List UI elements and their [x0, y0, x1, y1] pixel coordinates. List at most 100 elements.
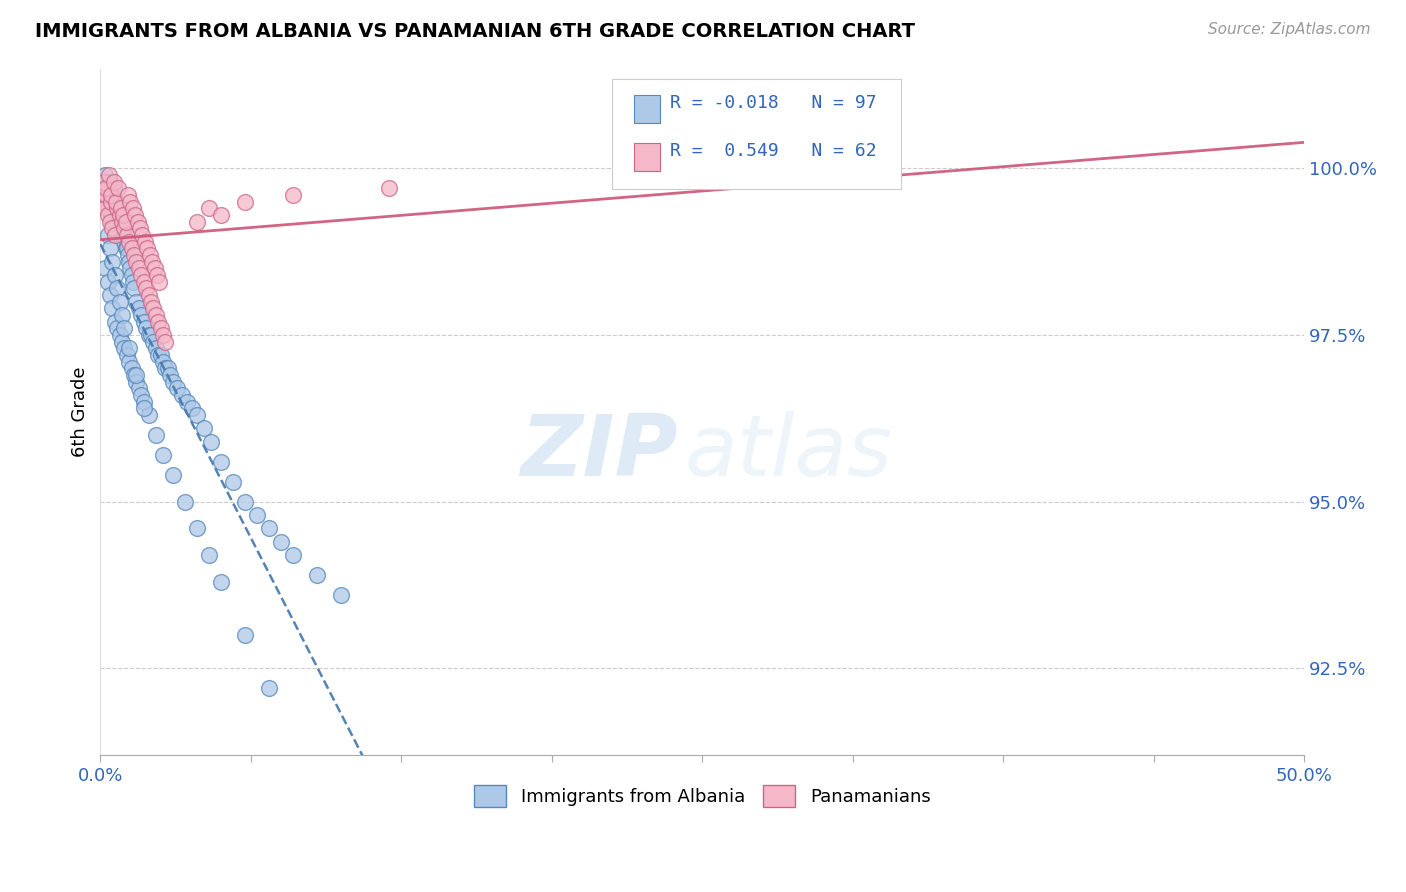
- Point: [330, 588, 353, 602]
- Point: [105, 321, 128, 335]
- Point: [115, 242, 138, 256]
- Text: atlas: atlas: [685, 411, 893, 494]
- Point: [101, 254, 124, 268]
- Point: [101, 221, 124, 235]
- Point: [132, 315, 155, 329]
- Point: [96, 188, 118, 202]
- Point: [305, 568, 328, 582]
- Text: ZIP: ZIP: [520, 411, 678, 494]
- Legend: Immigrants from Albania, Panamanians: Immigrants from Albania, Panamanians: [467, 778, 938, 814]
- Point: [129, 268, 152, 282]
- Point: [257, 681, 280, 696]
- Point: [117, 188, 139, 202]
- Point: [132, 275, 155, 289]
- Point: [94, 202, 117, 216]
- Point: [257, 521, 280, 535]
- Point: [112, 321, 135, 335]
- Point: [101, 215, 124, 229]
- Point: [142, 301, 165, 316]
- Point: [108, 328, 131, 343]
- Point: [110, 202, 132, 216]
- Point: [378, 181, 401, 195]
- Point: [104, 268, 127, 282]
- Point: [101, 301, 124, 316]
- Point: [98, 215, 121, 229]
- Point: [108, 294, 131, 309]
- Point: [281, 188, 304, 202]
- Point: [162, 375, 184, 389]
- Point: [104, 315, 127, 329]
- Point: [118, 235, 141, 249]
- Text: R =  0.549   N = 62: R = 0.549 N = 62: [669, 142, 876, 160]
- Point: [186, 215, 208, 229]
- Point: [132, 394, 155, 409]
- Point: [112, 228, 135, 243]
- Point: [146, 348, 169, 362]
- FancyBboxPatch shape: [612, 78, 901, 188]
- Point: [98, 175, 121, 189]
- Point: [146, 315, 169, 329]
- Point: [138, 248, 160, 262]
- Point: [96, 181, 118, 195]
- Point: [97, 202, 120, 216]
- Point: [155, 361, 177, 376]
- Point: [134, 235, 156, 249]
- Point: [118, 342, 141, 356]
- Point: [97, 168, 120, 182]
- Point: [122, 368, 145, 382]
- Point: [125, 294, 148, 309]
- Point: [176, 394, 198, 409]
- Point: [121, 275, 143, 289]
- Point: [209, 208, 232, 222]
- Text: R = -0.018   N = 97: R = -0.018 N = 97: [669, 94, 876, 112]
- Point: [197, 548, 219, 562]
- Point: [148, 275, 170, 289]
- Point: [121, 268, 143, 282]
- Point: [159, 368, 181, 382]
- Point: [103, 181, 125, 195]
- Point: [91, 194, 114, 209]
- Point: [128, 301, 150, 316]
- Point: [172, 388, 194, 402]
- Point: [112, 221, 135, 235]
- Point: [281, 548, 304, 562]
- Point: [141, 254, 163, 268]
- Point: [146, 268, 169, 282]
- Point: [94, 168, 117, 182]
- Point: [180, 401, 202, 416]
- Point: [105, 202, 128, 216]
- Point: [118, 355, 141, 369]
- Point: [94, 261, 117, 276]
- Point: [98, 242, 121, 256]
- Point: [222, 475, 245, 489]
- Point: [233, 628, 256, 642]
- Point: [105, 194, 128, 209]
- Point: [105, 194, 128, 209]
- Point: [193, 421, 215, 435]
- Point: [155, 334, 177, 349]
- Point: [114, 242, 136, 256]
- Point: [110, 215, 132, 229]
- Point: [120, 194, 142, 209]
- Point: [100, 194, 122, 209]
- Point: [186, 408, 208, 422]
- Point: [246, 508, 269, 522]
- FancyBboxPatch shape: [634, 95, 659, 123]
- Point: [100, 188, 122, 202]
- Point: [152, 448, 174, 462]
- Text: Source: ZipAtlas.com: Source: ZipAtlas.com: [1208, 22, 1371, 37]
- Point: [93, 175, 115, 189]
- Point: [112, 208, 135, 222]
- Point: [173, 494, 195, 508]
- Point: [112, 342, 135, 356]
- Point: [97, 194, 120, 209]
- Point: [97, 181, 120, 195]
- Point: [145, 428, 167, 442]
- Point: [128, 381, 150, 395]
- Point: [209, 455, 232, 469]
- Point: [118, 254, 141, 268]
- Point: [120, 261, 142, 276]
- Point: [117, 248, 139, 262]
- Point: [142, 334, 165, 349]
- FancyBboxPatch shape: [634, 143, 659, 171]
